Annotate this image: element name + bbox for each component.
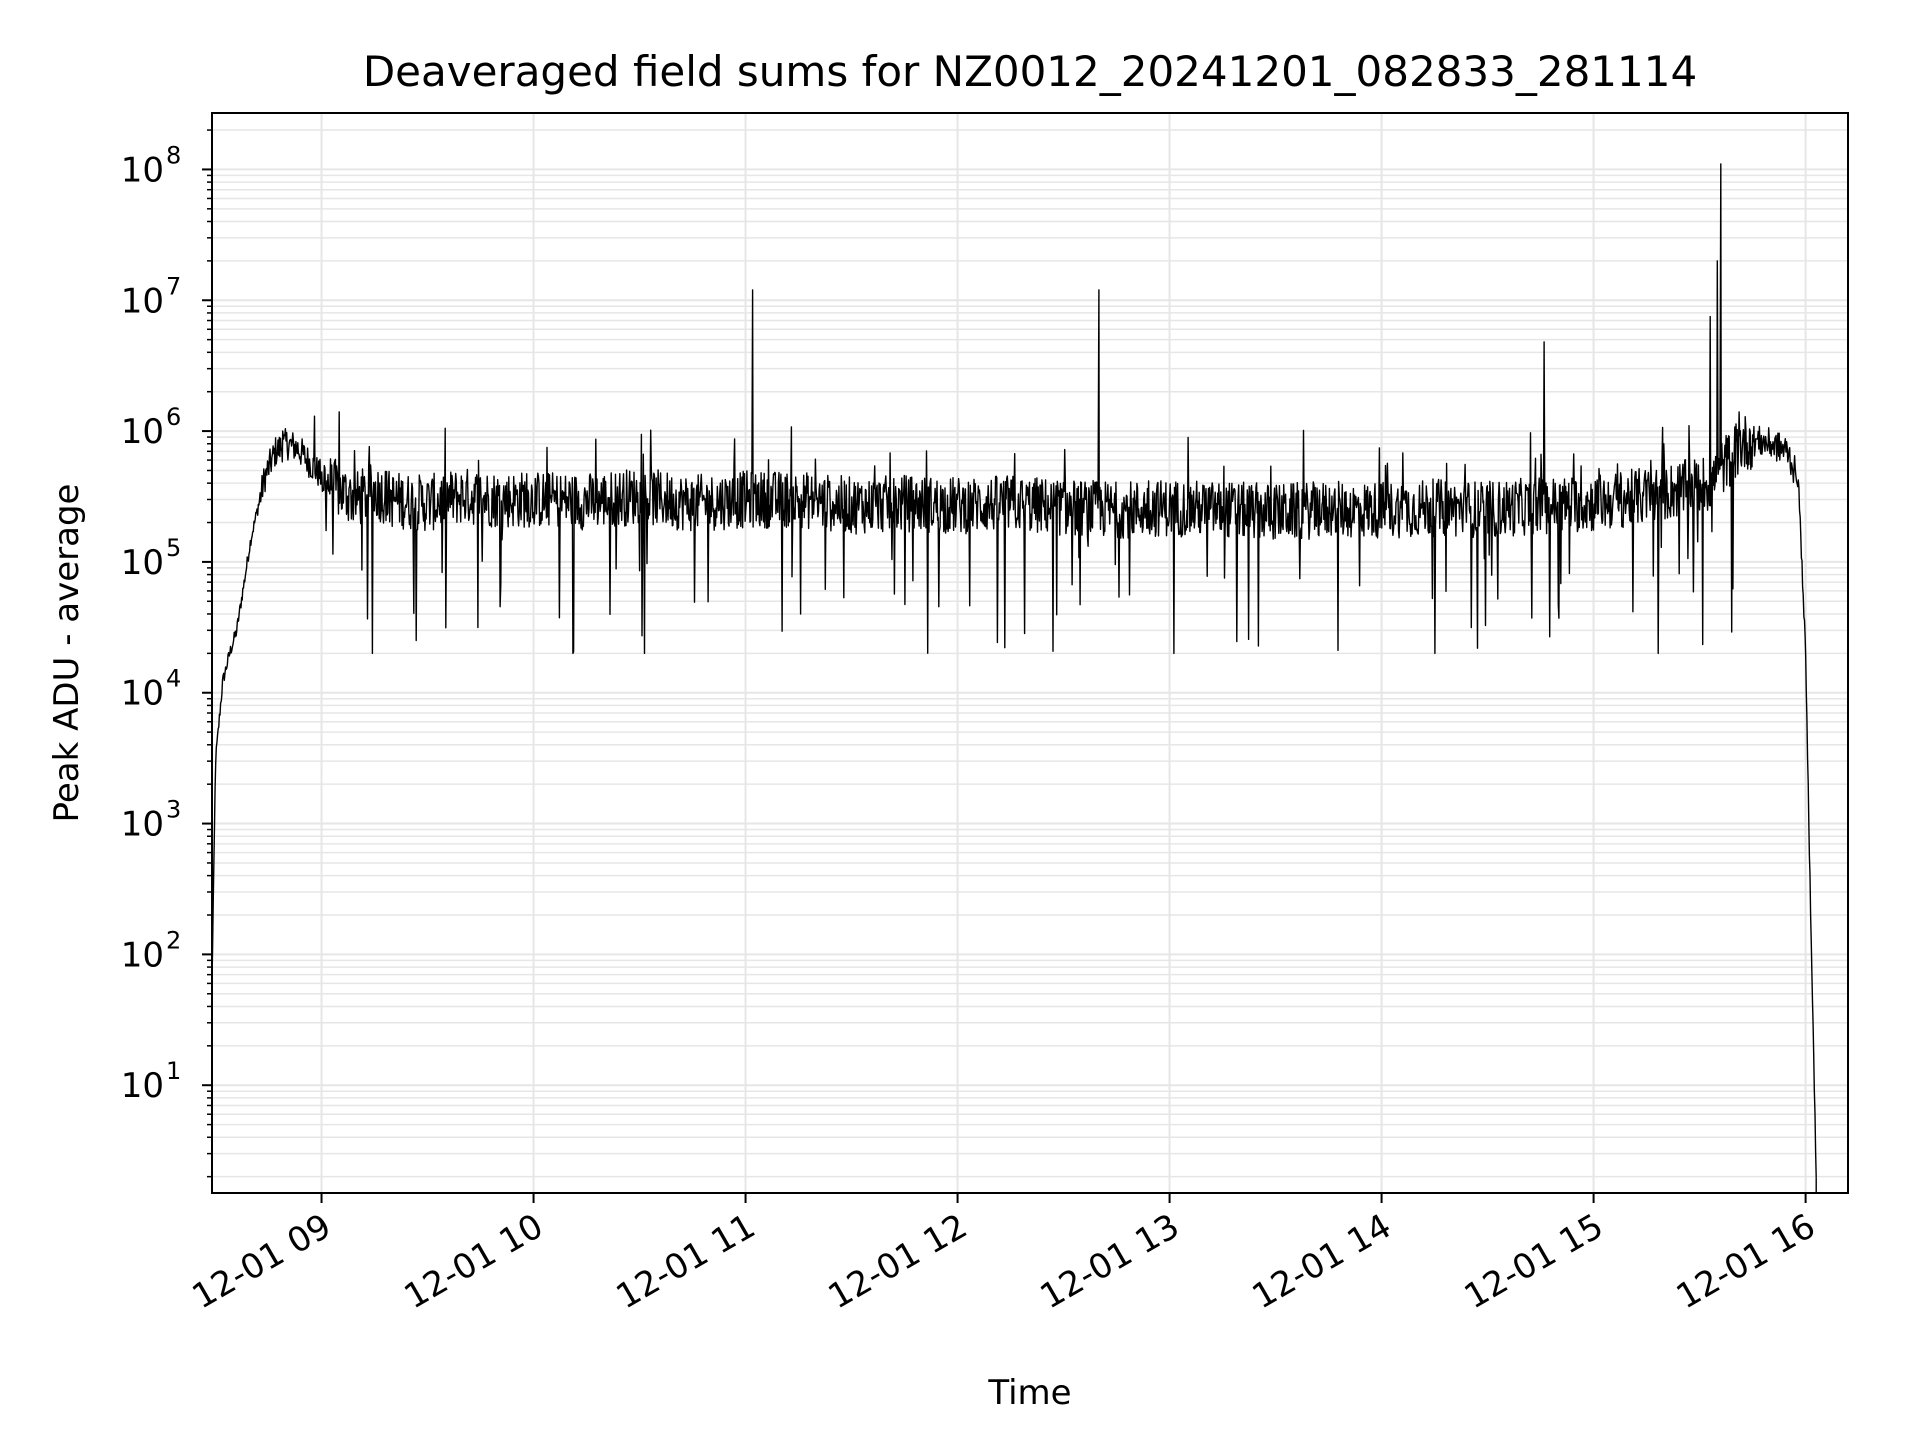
y-tick-label: 10 (121, 935, 164, 975)
y-tick-label: 10 (121, 1066, 164, 1106)
y-axis-label: Peak ADU - average (47, 484, 87, 823)
chart-title: Deaveraged field sums for NZ0012_2024120… (363, 47, 1697, 96)
y-tick-exponent: 4 (166, 665, 181, 693)
y-tick-label: 10 (121, 412, 164, 452)
y-tick-exponent: 8 (166, 141, 181, 169)
y-tick-exponent: 2 (166, 926, 181, 954)
y-tick-label: 10 (121, 805, 164, 845)
y-tick-exponent: 7 (166, 272, 181, 300)
y-tick-label: 10 (121, 150, 164, 190)
y-tick-exponent: 1 (166, 1057, 181, 1085)
y-tick-label: 10 (121, 281, 164, 321)
x-axis-label: Time (987, 1373, 1071, 1413)
y-tick-exponent: 6 (166, 403, 181, 431)
y-tick-label: 10 (121, 543, 164, 583)
y-tick-exponent: 3 (166, 796, 181, 824)
y-tick-exponent: 5 (166, 534, 181, 562)
y-tick-label: 10 (121, 674, 164, 714)
series-line (211, 163, 1817, 1178)
